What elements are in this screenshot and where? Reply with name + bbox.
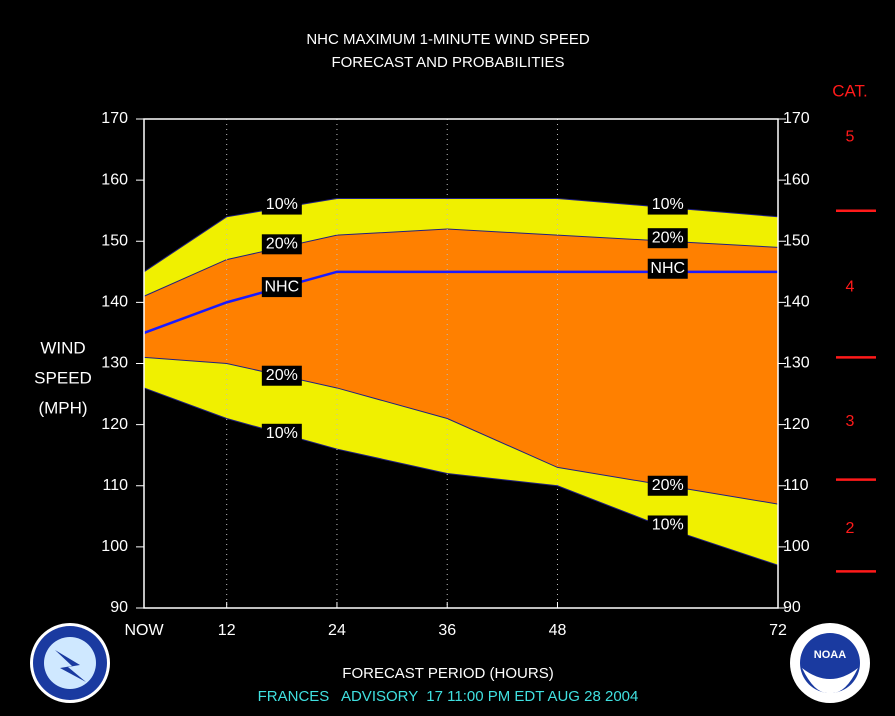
nws-logo <box>30 623 110 703</box>
footer: FRANCES ADVISORY 17 11:00 PM EDT AUG 28 … <box>258 688 639 705</box>
y-tick-label: 170 <box>101 110 128 127</box>
annotation: 20% <box>647 475 688 496</box>
y-tick-label: 160 <box>101 171 128 188</box>
x-tick-label: 12 <box>218 622 236 639</box>
category-label: 4 <box>846 278 855 295</box>
probability-band <box>144 229 778 505</box>
annotation-text: NHC <box>650 260 685 277</box>
annotation-text: 10% <box>652 196 684 213</box>
y2-tick-label: 110 <box>783 477 809 494</box>
x-tick-label: NOW <box>124 622 164 639</box>
annotation: 10% <box>261 194 302 215</box>
annotation: 10% <box>647 515 688 536</box>
y-tick-label: 120 <box>101 416 128 433</box>
noaa-text: NOAA <box>814 649 846 661</box>
annotation: NHC <box>261 277 302 298</box>
x-tick-label: 72 <box>769 622 787 639</box>
annotation-box <box>261 423 302 444</box>
y2-tick-label: 130 <box>783 355 810 372</box>
annotation-text: 20% <box>652 477 684 494</box>
y-axis-label: (MPH) <box>38 398 87 417</box>
annotation: 10% <box>261 423 302 444</box>
annotation-box <box>647 515 688 536</box>
category-label: 2 <box>846 520 855 537</box>
annotation: 20% <box>261 365 302 386</box>
y-tick-label: 90 <box>110 599 128 616</box>
y-tick-label: 130 <box>101 355 128 372</box>
chart-title: FORECAST AND PROBABILITIES <box>331 54 564 71</box>
category-title: CAT. <box>832 81 868 100</box>
annotation-text: 10% <box>266 425 298 442</box>
y-tick-label: 150 <box>101 232 128 249</box>
y2-tick-label: 90 <box>783 599 801 616</box>
annotation-text: 10% <box>652 517 684 534</box>
annotation-box <box>261 194 302 215</box>
y-tick-label: 110 <box>102 477 128 494</box>
y-axis-label: SPEED <box>34 368 92 387</box>
annotation-text: 10% <box>266 196 298 213</box>
y-axis-label: WIND <box>40 338 85 357</box>
x-tick-label: 36 <box>438 622 456 639</box>
plot-frame <box>143 118 779 609</box>
category-label: 5 <box>846 129 855 146</box>
y-tick-label: 100 <box>101 538 128 555</box>
y2-tick-label: 100 <box>783 538 810 555</box>
y2-tick-label: 120 <box>783 416 810 433</box>
annotation-text: NHC <box>264 278 299 295</box>
annotation: 10% <box>647 194 688 215</box>
noaa-logo: NOAA <box>790 623 870 703</box>
x-axis-label: FORECAST PERIOD (HOURS) <box>342 665 553 682</box>
x-tick-label: 48 <box>549 622 567 639</box>
annotation-box <box>647 258 688 279</box>
annotation-text: 20% <box>652 229 684 246</box>
y2-tick-label: 150 <box>783 232 810 249</box>
x-tick-label: 24 <box>328 622 346 639</box>
y2-tick-label: 140 <box>783 294 810 311</box>
category-label: 3 <box>846 413 855 430</box>
annotation: 20% <box>647 228 688 249</box>
y2-tick-label: 170 <box>783 110 810 127</box>
annotation: 20% <box>261 234 302 255</box>
annotation-box <box>647 228 688 249</box>
y2-tick-label: 160 <box>783 171 810 188</box>
annotation-text: 20% <box>266 367 298 384</box>
chart-title: NHC MAXIMUM 1-MINUTE WIND SPEED <box>306 31 590 48</box>
annotation-box <box>261 234 302 255</box>
annotation-box <box>647 194 688 215</box>
annotation-text: 20% <box>266 236 298 253</box>
annotation-box <box>261 277 302 298</box>
annotation-box <box>647 475 688 496</box>
annotation-box <box>261 365 302 386</box>
annotation: NHC <box>647 258 688 279</box>
y-tick-label: 140 <box>101 294 128 311</box>
